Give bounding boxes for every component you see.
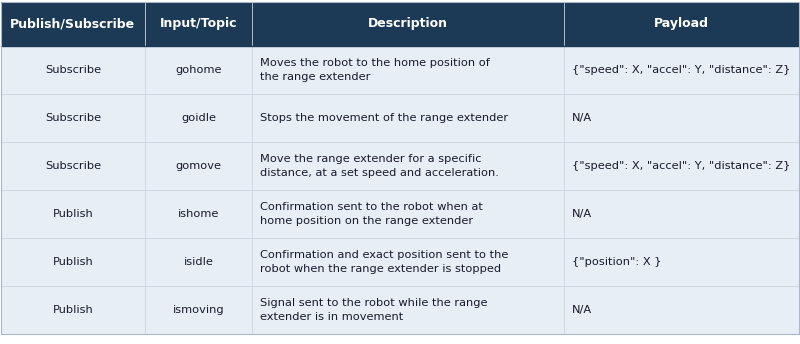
Text: isidle: isidle: [183, 257, 214, 267]
Bar: [1, 46, 799, 94]
Text: Publish: Publish: [53, 305, 93, 315]
Text: gohome: gohome: [175, 65, 222, 75]
Bar: [1, 94, 799, 142]
Bar: [1, 286, 799, 334]
Text: Confirmation sent to the robot when at
home position on the range extender: Confirmation sent to the robot when at h…: [260, 202, 483, 226]
Bar: [1, 142, 799, 190]
Text: goidle: goidle: [181, 113, 216, 123]
Text: Publish: Publish: [53, 209, 93, 219]
Text: Confirmation and exact position sent to the
robot when the range extender is sto: Confirmation and exact position sent to …: [260, 250, 509, 274]
Text: Stops the movement of the range extender: Stops the movement of the range extender: [260, 113, 509, 123]
Text: N/A: N/A: [571, 113, 592, 123]
Text: Signal sent to the robot while the range
extender is in movement: Signal sent to the robot while the range…: [260, 298, 488, 322]
Text: Description: Description: [368, 18, 448, 31]
Text: ishome: ishome: [178, 209, 219, 219]
Text: Publish/Subscribe: Publish/Subscribe: [10, 18, 135, 31]
Text: Publish: Publish: [53, 257, 93, 267]
Text: {"position": X }: {"position": X }: [571, 257, 661, 267]
Bar: [1, 190, 799, 238]
Text: {"speed": X, "accel": Y, "distance": Z}: {"speed": X, "accel": Y, "distance": Z}: [571, 161, 790, 171]
Text: Payload: Payload: [654, 18, 709, 31]
Text: Move the range extender for a specific
distance, at a set speed and acceleration: Move the range extender for a specific d…: [260, 154, 499, 178]
Bar: [1, 2, 799, 46]
Text: Input/Topic: Input/Topic: [160, 18, 238, 31]
Text: gomove: gomove: [175, 161, 222, 171]
Text: ismoving: ismoving: [173, 305, 224, 315]
Text: Subscribe: Subscribe: [45, 161, 101, 171]
Text: {"speed": X, "accel": Y, "distance": Z}: {"speed": X, "accel": Y, "distance": Z}: [571, 65, 790, 75]
Text: Subscribe: Subscribe: [45, 113, 101, 123]
Text: Subscribe: Subscribe: [45, 65, 101, 75]
Text: N/A: N/A: [571, 209, 592, 219]
Text: Moves the robot to the home position of
the range extender: Moves the robot to the home position of …: [260, 58, 490, 82]
Bar: [1, 238, 799, 286]
Text: N/A: N/A: [571, 305, 592, 315]
